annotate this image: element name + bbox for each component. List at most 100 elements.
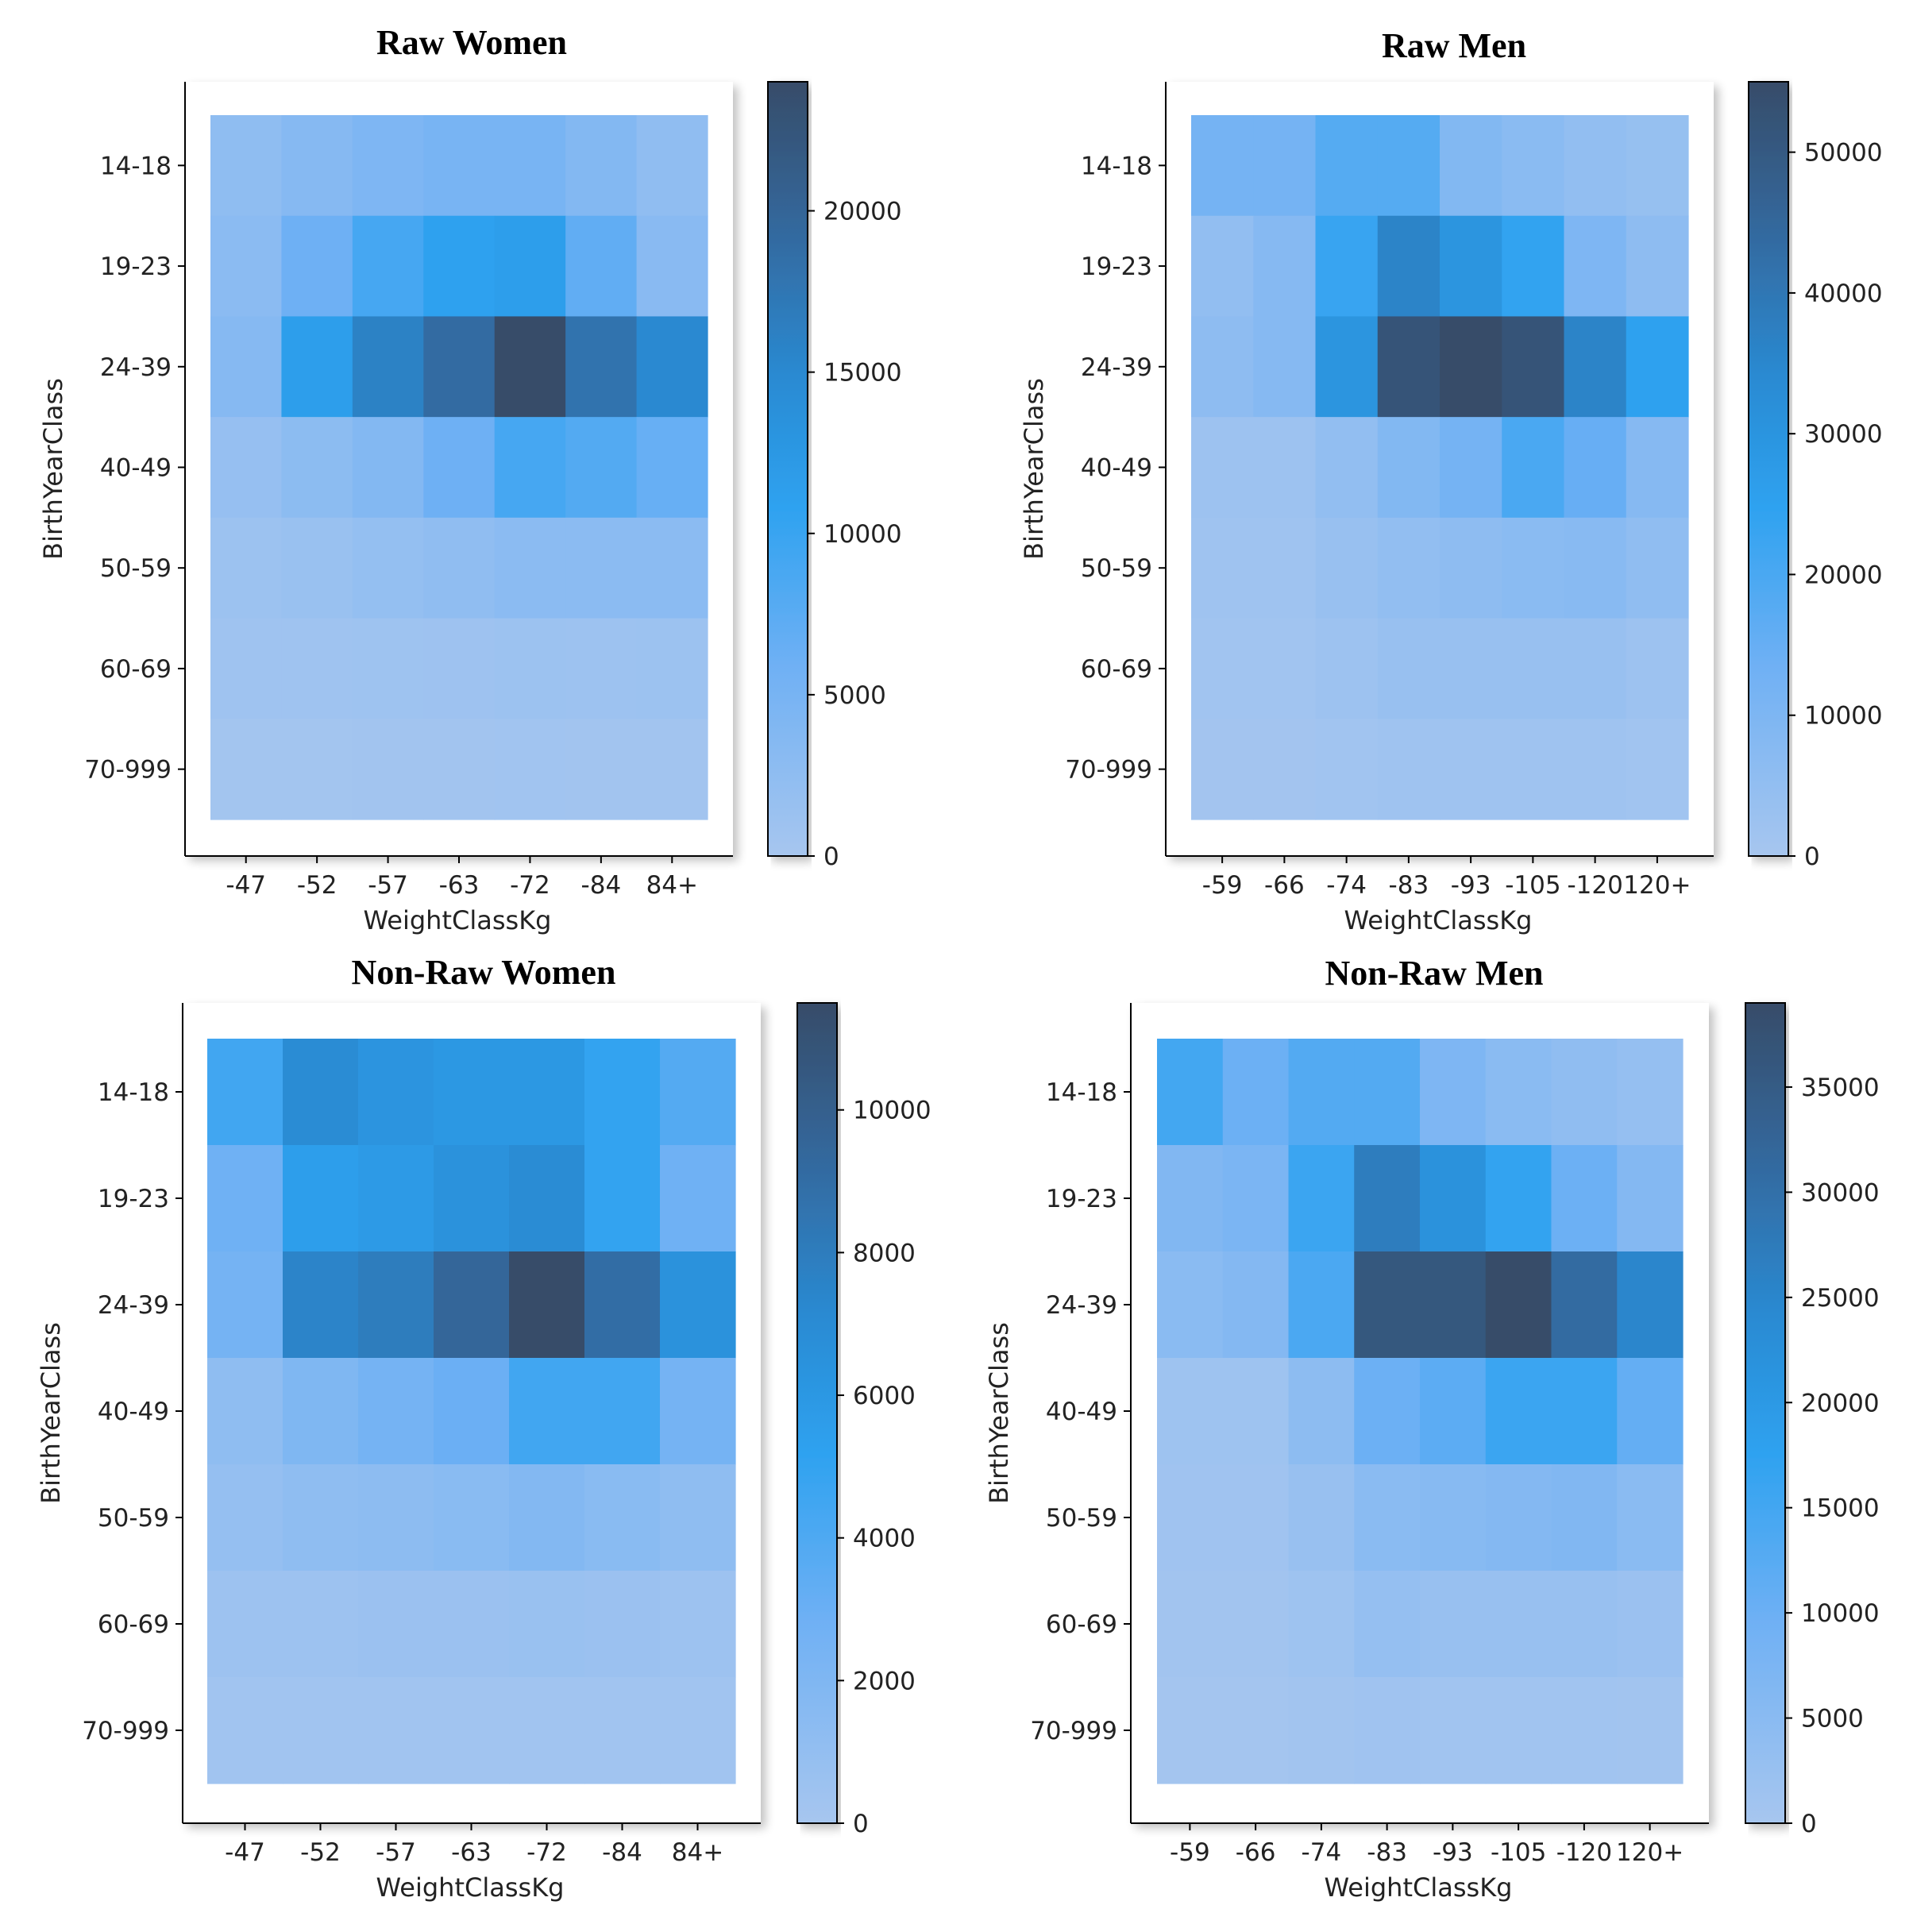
heatmap-cell xyxy=(660,1571,736,1678)
heatmap-cell xyxy=(1485,1039,1552,1146)
y-tick-label: 40-49 xyxy=(98,1398,169,1426)
heatmap-cell xyxy=(1157,1251,1224,1359)
y-tick-label: 50-59 xyxy=(1046,1504,1117,1533)
heatmap-cell xyxy=(434,1464,510,1571)
heatmap-cell xyxy=(1440,417,1502,519)
heatmap-cell xyxy=(1420,1251,1487,1359)
panel-raw-men: Raw Men 14-18 19-23 24-39 40-49 50-59 60-69 70… xyxy=(1019,26,1883,935)
heatmap-cell xyxy=(1551,1358,1618,1465)
heatmap-cell xyxy=(1626,517,1689,619)
heatmap-cell xyxy=(210,115,283,217)
heatmap-cell xyxy=(1191,719,1254,820)
heatmap-cell xyxy=(210,719,283,820)
heatmap-cell xyxy=(1191,417,1254,519)
heatmap-cell xyxy=(565,316,638,418)
heatmap-cell xyxy=(434,1571,510,1678)
heatmap-cell xyxy=(1315,215,1379,318)
x-tick-label: -74 xyxy=(1302,1838,1342,1867)
chart-title: Non-Raw Men xyxy=(1325,954,1544,993)
colorbar xyxy=(796,1002,838,1824)
heatmap-cell xyxy=(1288,1464,1355,1571)
x-tick-label: -105 xyxy=(1505,871,1560,900)
heatmap-cell xyxy=(1626,215,1689,318)
heatmap-cell xyxy=(352,316,424,418)
heatmap-cell xyxy=(636,618,708,719)
heatmap-cell xyxy=(423,115,496,217)
heatmap-cell xyxy=(1617,1464,1684,1571)
heatmap-cell xyxy=(1315,316,1379,418)
heatmap-cell xyxy=(636,517,708,619)
heatmap-cell xyxy=(584,1571,661,1678)
heatmap-cell xyxy=(1617,1571,1684,1678)
heatmap-cell xyxy=(1420,1358,1487,1465)
heatmap-cell xyxy=(1315,417,1379,519)
x-tick-label: -93 xyxy=(1451,871,1491,900)
heatmap-cell xyxy=(283,1358,359,1465)
heatmap-cell xyxy=(1222,1464,1290,1571)
colorbar-tick-label: 40000 xyxy=(1804,280,1883,308)
heatmap-cell xyxy=(1222,1571,1290,1678)
heatmap-cell xyxy=(358,1358,434,1465)
heatmap-cell xyxy=(281,517,353,619)
heatmap-cell xyxy=(509,1251,585,1359)
heatmap-cell xyxy=(636,115,708,217)
y-tick-label: 60-69 xyxy=(98,1610,169,1639)
heatmap-cell xyxy=(423,417,496,519)
heatmap-cell xyxy=(494,618,566,719)
x-tick-label: 84+ xyxy=(646,871,698,900)
heatmap-cell xyxy=(1315,115,1379,217)
heatmap-cell xyxy=(207,1464,283,1571)
heatmap-cell xyxy=(1502,316,1565,418)
x-tick-label: -120 xyxy=(1556,1838,1612,1867)
heatmap-cell xyxy=(1626,719,1689,820)
heatmap-cell xyxy=(207,1358,283,1465)
heatmap-cell xyxy=(1191,517,1254,619)
x-axis-label: WeightClassKg xyxy=(376,1872,565,1903)
heatmap-cell xyxy=(434,1677,510,1784)
panel-non-raw-men: Non-Raw Men 14-18 19-23 24-39 40-49 50-59 60-… xyxy=(984,954,1880,1903)
heatmap-cell xyxy=(509,1464,585,1571)
colorbar-tick-label: 0 xyxy=(823,843,839,871)
heatmap-cell xyxy=(1354,1039,1421,1146)
x-axis-label: WeightClassKg xyxy=(364,905,552,935)
heatmap-cell xyxy=(207,1251,283,1359)
heatmap-cell xyxy=(1440,215,1502,318)
heatmap-cell xyxy=(210,417,283,519)
heatmap-cell xyxy=(1354,1145,1421,1252)
x-tick-label: -72 xyxy=(510,871,550,900)
heatmap-cell xyxy=(283,1039,359,1146)
heatmap-cell xyxy=(1564,115,1627,217)
x-tick-label: -59 xyxy=(1202,871,1243,900)
chart-title: Raw Women xyxy=(376,23,567,62)
x-tick-label: -47 xyxy=(226,871,266,900)
heatmap-cell xyxy=(584,1358,661,1465)
heatmap-cell xyxy=(1253,719,1317,820)
y-tick-label: 14-18 xyxy=(100,152,172,180)
heatmap-cell xyxy=(281,618,353,719)
colorbar-tick-label: 0 xyxy=(1804,843,1820,871)
colorbar-tick-label: 15000 xyxy=(823,359,902,388)
heatmap-cell xyxy=(358,1677,434,1784)
heatmap-cell xyxy=(494,215,566,318)
y-tick-label: 40-49 xyxy=(1081,454,1152,483)
x-tick-label: -59 xyxy=(1170,1838,1210,1867)
heatmap-cell xyxy=(1157,1571,1224,1678)
heatmap-cell xyxy=(1222,1039,1290,1146)
heatmap-cell xyxy=(1440,618,1502,719)
heatmap-cell xyxy=(1222,1358,1290,1465)
heatmap-cell xyxy=(1288,1358,1355,1465)
heatmap-cell xyxy=(1440,115,1502,217)
heatmap-cell xyxy=(1253,316,1317,418)
y-tick-label: 14-18 xyxy=(98,1078,169,1107)
heatmap-cell xyxy=(1354,1571,1421,1678)
heatmap-cell xyxy=(1551,1677,1618,1784)
colorbar-tick-label: 6000 xyxy=(853,1382,916,1410)
heatmap-cell xyxy=(584,1251,661,1359)
x-tick-label: -93 xyxy=(1433,1838,1473,1867)
heatmap-cell xyxy=(1485,1464,1552,1571)
colorbar xyxy=(1748,81,1789,857)
heatmap-cell xyxy=(1191,316,1254,418)
heatmap-cell xyxy=(434,1358,510,1465)
heatmap-cell xyxy=(1564,618,1627,719)
